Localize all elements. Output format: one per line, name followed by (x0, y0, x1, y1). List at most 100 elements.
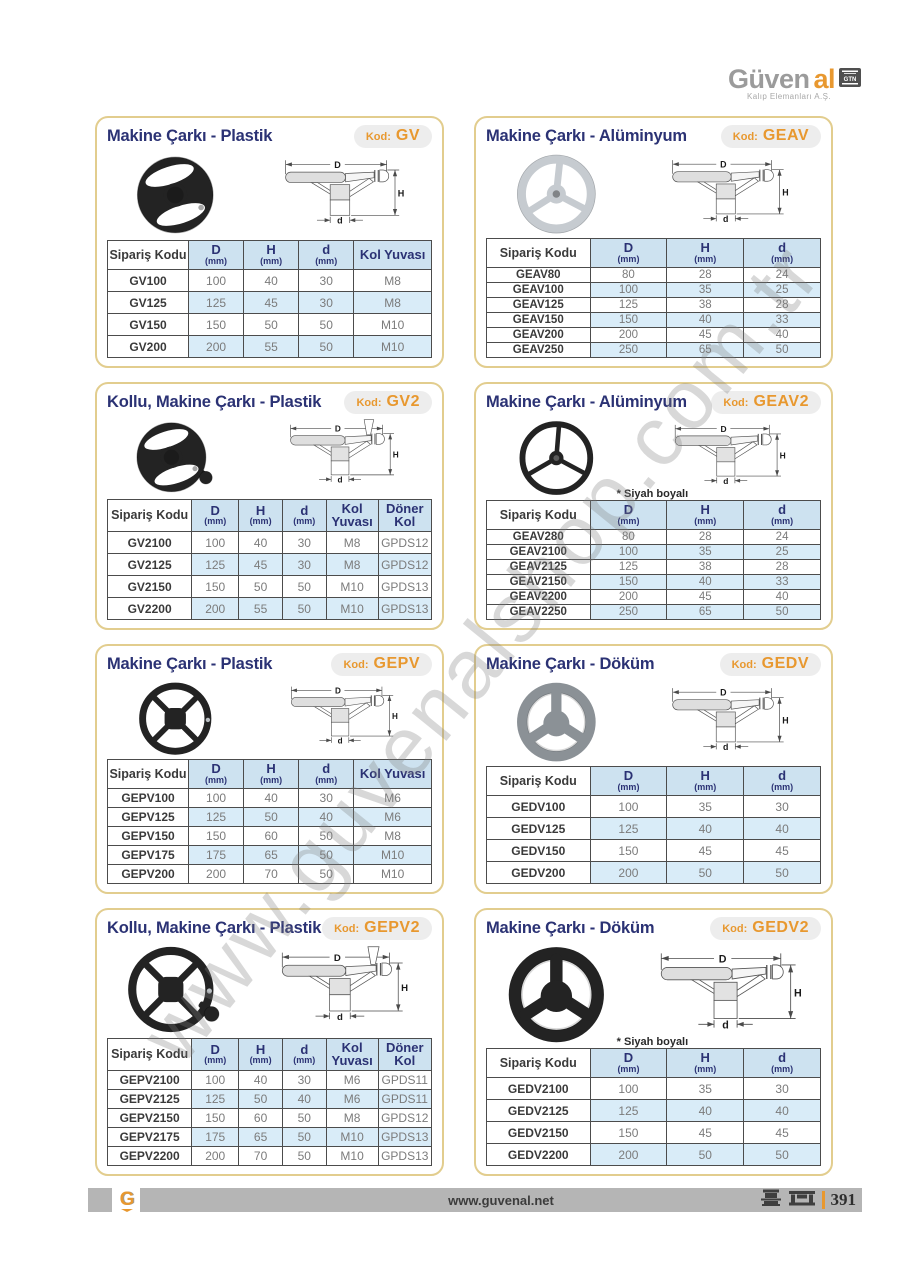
value-cell: 28 (666, 267, 745, 283)
value-cell: 50 (666, 861, 745, 884)
panel-title: Makine Çarkı - Döküm (486, 918, 655, 937)
value-cell: GPDS13 (377, 1146, 432, 1166)
footer-bar: www.guvenal.net (140, 1188, 862, 1212)
value-cell: M10 (353, 335, 432, 358)
column-header: D (mm) (187, 759, 245, 789)
column-header: D (mm) (191, 498, 240, 533)
value-cell: 50 (238, 575, 283, 598)
value-cell: 50 (281, 597, 327, 620)
value-cell: 60 (243, 826, 300, 846)
column-header: Sipariş Kodu (106, 498, 193, 533)
value-cell: GPDS11 (377, 1070, 432, 1090)
table-row: GEDV150 150 45 45 (486, 839, 821, 862)
brand-subtitle: Kalıp Elemanları A.Ş. (747, 92, 831, 101)
column-header: H (mm) (243, 759, 300, 789)
value-cell: 200 (589, 589, 668, 605)
value-cell: 150 (187, 313, 245, 336)
value-cell: 30 (281, 531, 327, 554)
panel: Makine Çarkı - Döküm Kod: GEDV Sipariş K… (474, 644, 833, 894)
value-cell: 50 (743, 1143, 821, 1166)
value-cell: 28 (666, 529, 745, 545)
order-code-cell: GV125 (107, 291, 189, 314)
brand-name-orange: al (813, 64, 835, 94)
value-cell: 30 (298, 291, 355, 314)
kod-label: Kod: (334, 922, 360, 935)
order-code-cell: GEPV200 (107, 864, 189, 884)
table-row: GEAV2250 250 65 50 (486, 604, 821, 620)
order-code-cell: GV150 (107, 313, 189, 336)
kod-badge: Kod: GEAV (720, 124, 821, 148)
order-code-cell: GEDV2150 (486, 1121, 591, 1144)
order-code-cell: GEDV100 (486, 795, 591, 818)
column-header: H (mm) (666, 500, 745, 530)
order-code-cell: GV2150 (106, 575, 193, 598)
column-header: d (mm) (298, 240, 355, 270)
value-cell: GPDS12 (377, 1108, 432, 1128)
brand-badge-icon: GTN (839, 67, 861, 92)
table-row: GEDV2200 200 50 50 (486, 1143, 821, 1166)
handwheel-image (107, 419, 244, 496)
column-header: H (mm) (666, 766, 745, 796)
value-cell: 45 (743, 839, 821, 862)
panel-title: Makine Çarkı - Alüminyum (486, 392, 687, 411)
table-row: GEDV100 100 35 30 (486, 795, 821, 818)
value-cell: 30 (743, 795, 821, 818)
column-header: Kol Yuvası (325, 498, 379, 533)
value-cell: 50 (281, 1146, 327, 1166)
value-cell: 45 (743, 1121, 821, 1144)
kod-value: GEPV (373, 654, 420, 672)
value-cell: 24 (743, 267, 821, 283)
value-cell: 50 (743, 604, 821, 620)
value-cell: 65 (666, 604, 745, 620)
value-cell: 150 (191, 575, 240, 598)
value-cell: 45 (666, 327, 745, 343)
column-header: Döner Kol (377, 1037, 432, 1072)
value-cell: 50 (666, 1143, 745, 1166)
column-header: D (mm) (589, 766, 668, 796)
footer-url: www.guvenal.net (448, 1192, 554, 1208)
product-figure (107, 149, 432, 240)
order-code-cell: GEAV2125 (486, 559, 591, 575)
order-code-cell: GEAV2200 (486, 589, 591, 605)
dimension-diagram (633, 419, 821, 496)
order-code-cell: GV200 (107, 335, 189, 358)
value-cell: 40 (743, 589, 821, 605)
spec-table-header-row: Sipariş Kodu D (mm) H (mm) d (mm) Kol Yuvası Dön… (106, 498, 432, 533)
value-cell: 33 (743, 574, 821, 590)
order-code-cell: GEAV280 (486, 529, 591, 545)
table-row: GEPV2125 125 50 40 M6 GPDS11 (106, 1089, 432, 1109)
value-cell: GPDS13 (377, 1127, 432, 1147)
value-cell: 100 (187, 269, 245, 292)
table-row: GV2200 200 55 50 M10 GPDS13 (106, 597, 432, 620)
value-cell: M10 (325, 1146, 379, 1166)
dimension-diagram (633, 946, 821, 1043)
dimension-diagram (633, 154, 821, 234)
table-row: GEPV125 125 50 40 M6 (107, 807, 432, 827)
value-cell: 175 (187, 845, 245, 865)
value-cell: GPDS12 (377, 553, 432, 576)
value-cell: 40 (743, 817, 821, 840)
value-cell: M10 (353, 864, 432, 884)
value-cell: 45 (666, 589, 745, 605)
column-header: H (mm) (666, 238, 745, 268)
value-cell: 175 (191, 1127, 240, 1147)
value-cell: 40 (743, 327, 821, 343)
value-cell: 45 (666, 839, 745, 862)
spec-table: Sipariş Kodu D (mm) H (mm) d (mm) GEAV80 80 28 24… (486, 238, 821, 358)
value-cell: 50 (743, 342, 821, 358)
column-header: d (mm) (743, 238, 821, 268)
value-cell: 35 (666, 544, 745, 560)
spec-table-header-row: Sipariş Kodu D (mm) H (mm) d (mm) Kol Yuvası Dön… (106, 1037, 432, 1072)
kod-value: GEDV2 (752, 918, 809, 936)
column-header: Sipariş Kodu (486, 1048, 591, 1078)
value-cell: 50 (243, 807, 300, 827)
value-cell: 125 (187, 807, 245, 827)
product-figure: * Siyah boyalı (486, 415, 821, 500)
footer-g-monogram: G (114, 1188, 140, 1212)
value-cell: M6 (353, 807, 432, 827)
panel: Makine Çarkı - Alüminyum Kod: GEAV Sipar… (474, 116, 833, 368)
column-header: Döner Kol (377, 498, 432, 533)
value-cell: M8 (353, 269, 432, 292)
column-header: H (mm) (238, 1037, 283, 1072)
kod-value: GEAV2 (753, 392, 809, 410)
